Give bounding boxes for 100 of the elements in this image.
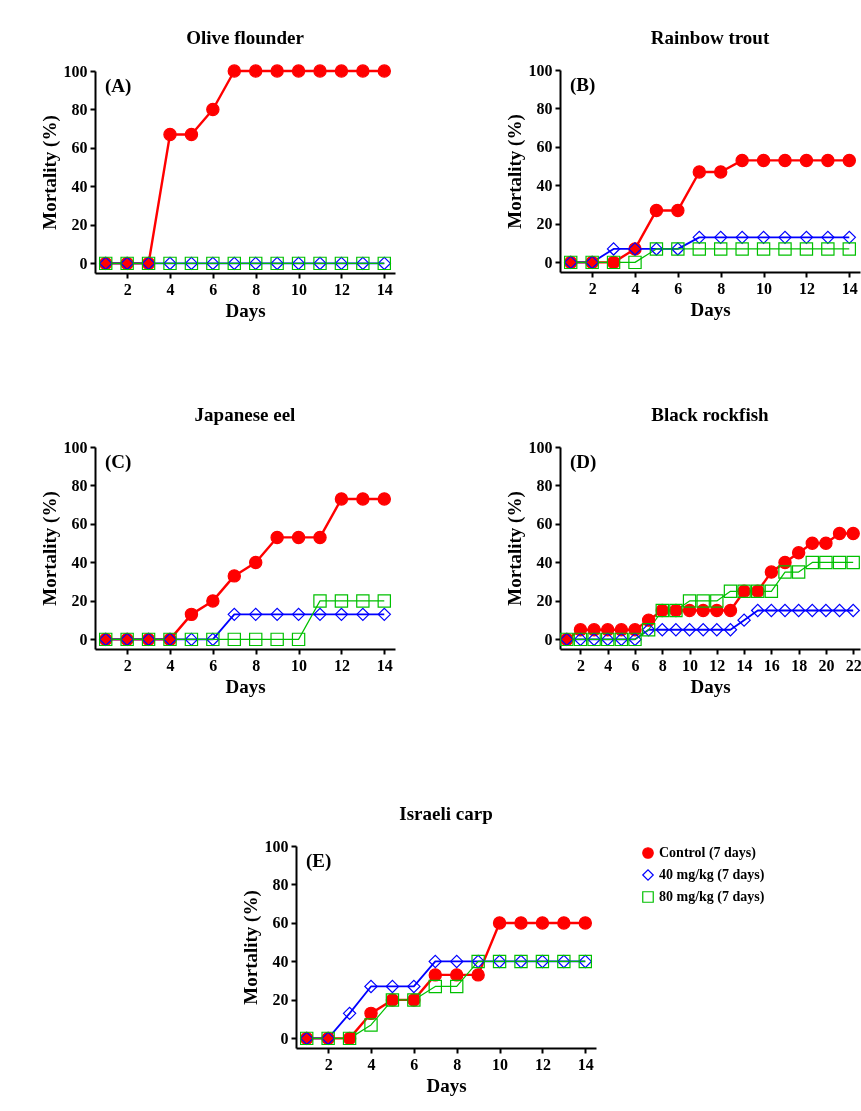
point xyxy=(751,603,765,618)
point xyxy=(723,584,738,599)
point xyxy=(206,102,220,117)
x-tick-label: 16 xyxy=(763,656,780,674)
point xyxy=(184,127,199,142)
point xyxy=(692,242,707,256)
point xyxy=(578,916,593,930)
point xyxy=(756,230,771,245)
point xyxy=(248,64,263,78)
point xyxy=(764,584,779,599)
point xyxy=(791,546,806,560)
point xyxy=(799,242,814,256)
chart-title: Israeli carp xyxy=(399,803,493,824)
point xyxy=(377,492,392,506)
x-axis-title: Days xyxy=(225,675,266,697)
y-axis-title: Mortality (%) xyxy=(239,890,262,1005)
point xyxy=(756,153,771,168)
point xyxy=(385,979,400,994)
point xyxy=(270,64,284,78)
point xyxy=(764,565,779,579)
x-tick-label: 12 xyxy=(333,280,350,298)
x-tick-label: 6 xyxy=(209,280,218,298)
y-tick-label: 0 xyxy=(79,254,88,272)
y-tick-label: 100 xyxy=(528,438,553,456)
x-tick-label: 14 xyxy=(577,1055,594,1073)
x-axis-title: Days xyxy=(426,1074,467,1096)
point xyxy=(356,594,370,608)
x-tick-label: 12 xyxy=(333,656,350,674)
y-tick-label: 20 xyxy=(536,215,553,233)
point xyxy=(227,569,242,583)
x-tick-label: 4 xyxy=(166,280,175,298)
x-tick-label: 12 xyxy=(798,279,815,297)
point xyxy=(805,603,819,618)
x-tick-label: 12 xyxy=(534,1055,551,1073)
point xyxy=(291,632,306,647)
point xyxy=(791,603,806,618)
point xyxy=(334,607,349,622)
y-tick-label: 20 xyxy=(71,216,88,234)
point xyxy=(682,594,697,608)
y-tick-label: 40 xyxy=(272,952,289,970)
x-tick-label: 10 xyxy=(291,280,308,298)
point xyxy=(791,565,806,579)
y-axis-title: Mortality (%) xyxy=(38,491,61,606)
x-tick-label: 20 xyxy=(818,656,835,674)
point xyxy=(449,954,464,969)
point xyxy=(313,607,327,622)
point xyxy=(270,632,284,647)
x-axis-title: Days xyxy=(690,675,731,697)
point xyxy=(628,255,642,270)
x-tick-label: 6 xyxy=(631,656,640,674)
y-tick-label: 0 xyxy=(544,630,553,648)
annotation: (D) xyxy=(570,451,597,473)
x-tick-label: 2 xyxy=(588,279,597,297)
point xyxy=(291,530,306,545)
y-tick-label: 100 xyxy=(528,61,553,79)
point xyxy=(737,613,751,627)
x-tick-label: 4 xyxy=(604,656,613,674)
x-tick-label: 4 xyxy=(166,656,175,674)
x-tick-label: 2 xyxy=(123,280,132,298)
x-tick-label: 22 xyxy=(845,656,861,674)
point xyxy=(778,242,792,256)
x-tick-label: 4 xyxy=(367,1055,376,1073)
point xyxy=(821,153,835,168)
point xyxy=(692,165,707,179)
point xyxy=(227,64,242,78)
legend-label: 80 mg/kg (7 days) xyxy=(659,889,765,905)
y-tick-label: 20 xyxy=(272,991,289,1009)
point xyxy=(334,594,349,608)
point xyxy=(356,492,370,506)
point xyxy=(799,230,814,245)
annotation: (B) xyxy=(570,74,596,96)
point xyxy=(764,603,779,618)
x-tick-label: 6 xyxy=(674,279,683,297)
chart-title: Rainbow trout xyxy=(650,27,770,48)
point xyxy=(206,594,220,608)
point xyxy=(710,623,724,637)
point xyxy=(313,530,327,545)
point xyxy=(655,623,669,637)
point xyxy=(557,916,571,930)
x-tick-label: 2 xyxy=(324,1055,333,1073)
y-tick-label: 60 xyxy=(272,914,289,932)
y-tick-label: 60 xyxy=(536,138,553,156)
point xyxy=(270,530,284,545)
point xyxy=(649,203,664,218)
x-tick-label: 8 xyxy=(252,656,261,674)
annotation: (A) xyxy=(105,75,132,97)
point xyxy=(248,632,263,647)
point xyxy=(713,165,728,179)
x-tick-label: 14 xyxy=(841,279,858,297)
point xyxy=(819,555,833,570)
y-tick-label: 0 xyxy=(280,1029,289,1047)
point xyxy=(723,623,738,637)
point xyxy=(832,603,847,618)
x-axis-title: Days xyxy=(690,298,731,320)
point xyxy=(846,555,860,570)
y-tick-label: 80 xyxy=(71,476,88,494)
point xyxy=(248,555,263,570)
point xyxy=(821,230,835,245)
point xyxy=(492,916,507,930)
point xyxy=(514,916,528,930)
